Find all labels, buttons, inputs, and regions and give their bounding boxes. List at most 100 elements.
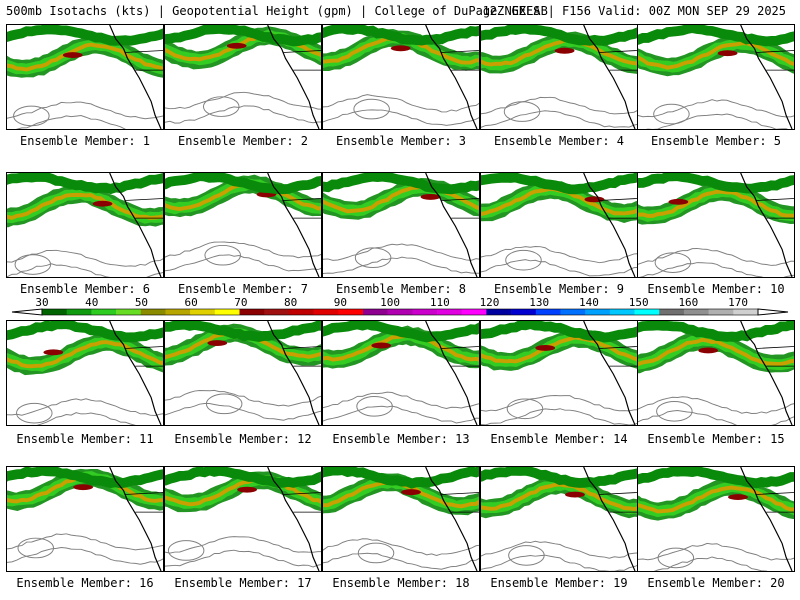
political-border bbox=[756, 50, 794, 71]
isotach-band-70kt bbox=[481, 335, 637, 364]
height-contour-closed bbox=[17, 537, 55, 559]
colorbar-tick-label: 130 bbox=[529, 296, 549, 309]
ensemble-panel-map bbox=[6, 24, 164, 130]
coastline bbox=[267, 321, 320, 425]
ensemble-panel-map bbox=[637, 24, 795, 130]
ensemble-member-label: Ensemble Member: 16 bbox=[16, 576, 154, 590]
coastline bbox=[583, 25, 636, 129]
height-contour-line bbox=[165, 536, 321, 554]
ensemble-panel-map bbox=[322, 466, 480, 572]
isotach-band-north bbox=[165, 321, 321, 342]
height-contour-line bbox=[7, 249, 163, 267]
ensemble-member-label: Ensemble Member: 19 bbox=[490, 576, 628, 590]
jet-core-max bbox=[565, 491, 585, 498]
colorbar-swatch bbox=[511, 309, 537, 315]
height-contour-line bbox=[165, 91, 321, 110]
ensemble-member-label: Ensemble Member: 15 bbox=[647, 432, 785, 446]
jet-core-max bbox=[390, 45, 411, 52]
ensemble-member-label: Ensemble Member: 11 bbox=[16, 432, 154, 446]
height-contour-closed bbox=[654, 252, 692, 273]
ensemble-member-label: Ensemble Member: 7 bbox=[177, 282, 309, 296]
isotach-band-70kt bbox=[638, 485, 794, 514]
ensemble-member-label: Ensemble Member: 9 bbox=[493, 282, 625, 296]
ensemble-member-label: Ensemble Member: 17 bbox=[174, 576, 312, 590]
height-contour-line bbox=[323, 243, 479, 261]
height-contour-closed bbox=[202, 96, 240, 117]
political-border bbox=[283, 198, 321, 219]
jet-core-max bbox=[226, 42, 247, 49]
height-contour-line bbox=[639, 262, 794, 277]
height-contour-line bbox=[15, 115, 163, 129]
colorbar-swatch bbox=[609, 309, 635, 315]
jet-core-max bbox=[728, 494, 748, 501]
colorbar-swatch bbox=[313, 309, 339, 315]
colorbar-swatch bbox=[362, 309, 388, 315]
jet-core-max bbox=[584, 196, 605, 203]
coastline bbox=[583, 467, 636, 571]
colorbar-tick-label: 30 bbox=[35, 296, 48, 309]
jet-core-max bbox=[668, 198, 689, 205]
ensemble-member-label: Ensemble Member: 13 bbox=[332, 432, 470, 446]
height-contour-closed bbox=[508, 545, 545, 566]
political-border bbox=[599, 346, 637, 367]
colorbar-swatch bbox=[165, 309, 191, 315]
ensemble-panel-map bbox=[164, 320, 322, 426]
ensemble-panel-map bbox=[322, 172, 480, 278]
political-border bbox=[599, 492, 637, 513]
height-contour-line bbox=[323, 538, 479, 557]
isotach-band-north bbox=[481, 467, 637, 488]
colorbar-tick-label: 120 bbox=[480, 296, 500, 309]
isotach-band-north bbox=[7, 25, 163, 46]
height-contour-line bbox=[481, 110, 637, 128]
political-border bbox=[756, 346, 794, 367]
height-contour-line bbox=[165, 389, 321, 407]
isotach-band-70kt bbox=[323, 184, 479, 214]
ensemble-panel-map bbox=[480, 466, 638, 572]
ensemble-member-label: Ensemble Member: 12 bbox=[174, 432, 312, 446]
isotach-band-north bbox=[481, 25, 637, 46]
isotach-band-north bbox=[165, 467, 321, 488]
ensemble-panel-map bbox=[637, 172, 795, 278]
ensemble-panel-map bbox=[6, 172, 164, 278]
height-contour-line bbox=[7, 101, 163, 120]
isotach-band-north bbox=[323, 467, 479, 489]
coastline bbox=[109, 321, 162, 425]
ensemble-member-label: Ensemble Member: 3 bbox=[335, 134, 467, 148]
colorbar-swatch bbox=[659, 309, 685, 315]
isotach-band-north bbox=[481, 173, 637, 195]
isotach-band-north bbox=[323, 321, 479, 343]
colorbar-swatch bbox=[264, 309, 290, 315]
coastline bbox=[267, 173, 320, 277]
political-border bbox=[441, 198, 479, 219]
height-contour-line bbox=[638, 396, 794, 415]
isotach-band-north bbox=[7, 173, 163, 195]
colorbar-tick-label: 40 bbox=[85, 296, 98, 309]
ensemble-member-label: Ensemble Member: 6 bbox=[19, 282, 151, 296]
chart-title: 500mb Isotachs (kts) | Geopotential Heig… bbox=[6, 4, 548, 18]
height-contour-line bbox=[481, 259, 637, 277]
ensemble-panel-map bbox=[164, 24, 322, 130]
height-contour-line bbox=[638, 409, 794, 425]
coastline bbox=[425, 173, 478, 277]
coastline bbox=[740, 25, 793, 129]
height-contour-line bbox=[165, 403, 321, 421]
colorbar-tick-label: 140 bbox=[579, 296, 599, 309]
height-contour-closed bbox=[356, 396, 393, 417]
isotach-band-north bbox=[638, 467, 794, 489]
isotach-band-north bbox=[323, 25, 479, 46]
isotach-band-north bbox=[638, 173, 794, 194]
height-contour-line bbox=[638, 247, 794, 266]
height-contour-line bbox=[481, 408, 637, 425]
ensemble-member-label: Ensemble Member: 10 bbox=[647, 282, 785, 296]
colorbar-swatch bbox=[412, 309, 438, 315]
colorbar-tick-label: 160 bbox=[678, 296, 698, 309]
height-contour-line bbox=[638, 99, 794, 118]
political-border bbox=[125, 50, 163, 71]
colorbar-swatch bbox=[560, 309, 586, 315]
coastline bbox=[267, 467, 320, 571]
height-contour-line bbox=[323, 94, 479, 113]
ensemble-panel-map bbox=[480, 320, 638, 426]
colorbar-swatch bbox=[461, 309, 487, 315]
political-border bbox=[125, 492, 163, 513]
height-contour-line bbox=[323, 256, 479, 274]
